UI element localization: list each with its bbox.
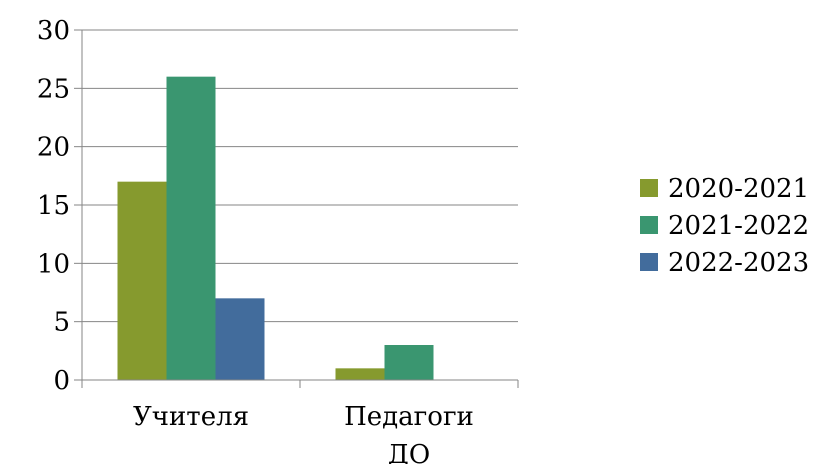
category-labels: Учителя Педагоги ДО <box>133 402 474 469</box>
bar-2021-2022-1 <box>384 345 434 380</box>
y-tick-labels: 0 5 10 15 20 25 30 <box>37 16 70 396</box>
y-tick-label: 5 <box>53 308 70 338</box>
category-label: Учителя <box>133 402 249 432</box>
y-tick-label: 15 <box>37 191 70 221</box>
legend-label: 2021-2022 <box>668 211 809 241</box>
y-tick-label: 25 <box>37 74 70 104</box>
y-tick-label: 0 <box>53 366 70 396</box>
legend-swatch <box>640 253 658 271</box>
legend-swatch <box>640 179 658 197</box>
y-tick-label: 10 <box>37 249 70 279</box>
y-tick-label: 30 <box>37 16 70 46</box>
legend-label: 2020-2021 <box>668 174 809 204</box>
y-tick-label: 20 <box>37 133 70 163</box>
axes <box>74 29 519 388</box>
bar-2020-2021-0 <box>117 181 167 380</box>
bar-2022-2023-0 <box>215 298 265 380</box>
legend-label: 2022-2023 <box>668 248 809 278</box>
category-label: Педагоги ДО <box>344 402 474 464</box>
bars <box>117 76 434 381</box>
bar-2021-2022-0 <box>166 76 216 381</box>
bar-2020-2021-1 <box>335 368 385 380</box>
legend: 2020-2021 2021-2022 2022-2023 <box>640 174 809 278</box>
legend-swatch <box>640 216 658 234</box>
